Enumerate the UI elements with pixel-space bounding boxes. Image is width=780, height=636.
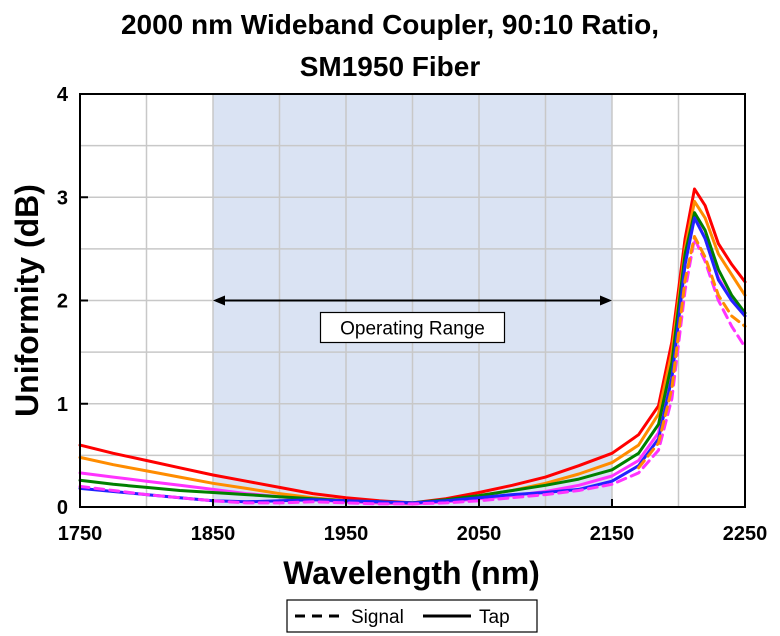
x-tick-label: 1750 [58,523,103,545]
legend-box [286,599,538,633]
annotation-layer: Operating Range [213,295,612,344]
y-tick-label: 0 [57,497,68,519]
series-line-7-dashed [637,235,747,470]
chart-title-line-2: SM1950 Fiber [299,51,481,82]
annotation-label-box [319,311,506,344]
series-line-1-solid [78,187,747,505]
x-tick-label: 2050 [457,523,502,545]
y-tick-label: 3 [57,187,68,209]
x-tick-label: 2250 [723,523,768,545]
y-tick-label: 1 [57,394,68,416]
legend-label: Signal [351,607,404,628]
chart-title-line-1: 2000 nm Wideband Coupler, 90:10 Ratio, [120,9,660,40]
x-tick-label: 2150 [590,523,635,545]
annotation-label: Operating Range [340,319,485,340]
axis-layer: 1750 1850 1950 2050 2150 2250 0 1 2 3 4 Wavelength … [9,84,767,591]
y-axis-label: Uniformity (dB) [9,184,45,417]
y-tick-label: 2 [57,291,68,313]
x-tick-label: 1950 [324,523,369,545]
legend: Signal Tap [286,599,538,633]
arrow-head-left [213,295,225,306]
x-tick-label: 1850 [191,523,236,545]
legend-label: Tap [479,607,510,628]
x-axis-label: Wavelength (nm) [283,555,540,591]
y-tick-label: 4 [57,84,69,106]
arrow-head-right [600,295,612,306]
series-layer [78,187,747,506]
